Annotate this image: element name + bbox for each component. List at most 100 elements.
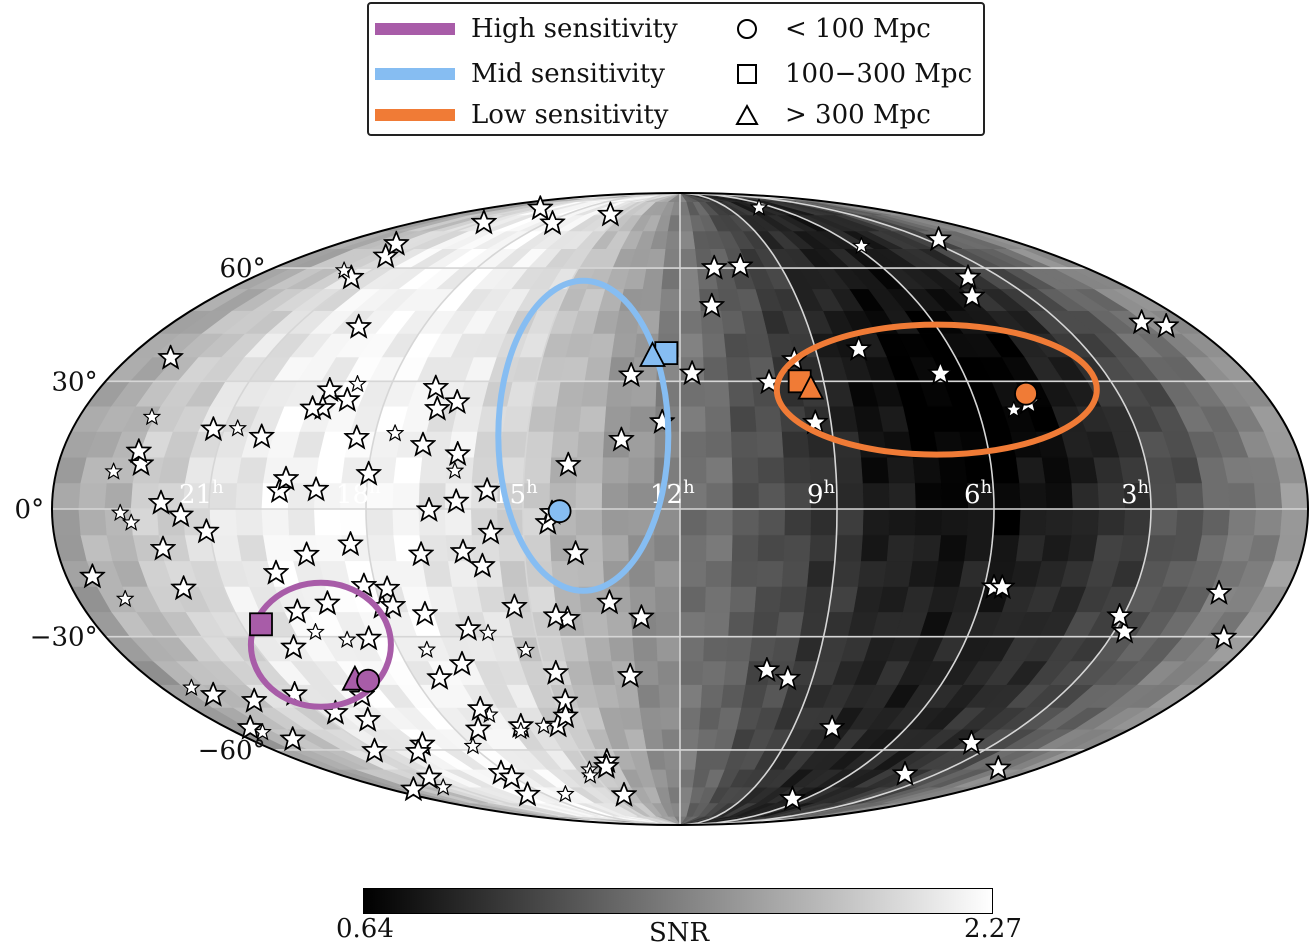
heatmap-cell xyxy=(679,431,707,458)
sensitivity-region-ellipse xyxy=(773,321,1100,458)
heatmap-cell xyxy=(937,456,968,484)
heatmap-cell xyxy=(992,482,1021,510)
heatmap-cell xyxy=(725,636,753,662)
heatmap-cell xyxy=(601,482,629,510)
source-circle-marker xyxy=(547,499,572,524)
heatmap-cell xyxy=(662,749,681,770)
heatmap-cell xyxy=(727,611,755,638)
heatmap-cell xyxy=(937,534,968,562)
heatmap-cell xyxy=(705,508,733,536)
heatmap-cell xyxy=(391,508,420,536)
heatmap-cell xyxy=(653,534,681,562)
heatmap-cell xyxy=(831,560,862,587)
heatmap-cell xyxy=(392,456,423,484)
heatmap-cell xyxy=(576,560,605,587)
triangle-marker-icon xyxy=(729,100,765,130)
heatmap-cell xyxy=(654,586,681,613)
heatmap-cell xyxy=(704,586,732,613)
source-triangle-marker xyxy=(797,373,825,400)
heatmap-cell xyxy=(366,534,397,562)
heatmap-cell xyxy=(418,456,449,484)
legend-swatch-low xyxy=(375,109,455,121)
heatmap-cell xyxy=(1092,456,1124,484)
heatmap-cell xyxy=(778,586,808,613)
heatmap-cell xyxy=(1170,456,1202,484)
heatmap-cell xyxy=(1149,508,1178,536)
heatmap-cell xyxy=(911,534,942,562)
heatmap-cell xyxy=(857,560,887,587)
legend-swatch-mid xyxy=(375,68,455,80)
heatmap-cell xyxy=(657,684,681,708)
heatmap-cell xyxy=(834,456,863,484)
heatmap-cell xyxy=(753,586,782,613)
heatmap-cell xyxy=(234,508,264,536)
heatmap-cell xyxy=(1044,482,1073,510)
heatmap-cell xyxy=(1227,482,1257,510)
heatmap-cell xyxy=(834,534,863,562)
heatmap-cell xyxy=(498,560,529,587)
heatmap-cell xyxy=(771,636,801,662)
heatmap-cell xyxy=(703,611,730,638)
heatmap-cell xyxy=(803,586,833,613)
heatmap-cell xyxy=(679,684,703,708)
heatmap-cell xyxy=(725,356,753,382)
heatmap-cell xyxy=(989,534,1020,562)
heatmap-cell xyxy=(755,560,784,587)
heatmap-cell xyxy=(1149,482,1178,510)
heatmap-cell xyxy=(498,431,529,458)
heatmap-cell xyxy=(700,684,724,708)
heatmap-cell xyxy=(966,508,995,536)
heatmap-cell xyxy=(395,560,427,587)
heatmap-cell xyxy=(679,636,705,662)
heatmap-cell xyxy=(580,611,609,638)
heatmap-cell xyxy=(730,560,758,587)
heatmap-cell xyxy=(679,534,707,562)
source-markers xyxy=(249,341,1038,693)
heatmap-cell xyxy=(828,586,858,613)
heatmap-cell xyxy=(862,482,890,510)
heatmap-cell xyxy=(679,288,701,311)
heatmap-cell xyxy=(1018,482,1047,510)
legend-swatch-high xyxy=(375,23,455,35)
heatmap-cell xyxy=(610,333,637,358)
heatmap-cell xyxy=(1170,534,1202,562)
heatmap-cell xyxy=(933,560,965,587)
heatmap-cell xyxy=(782,534,811,562)
heatmap-cell xyxy=(576,431,605,458)
heatmap-cell xyxy=(753,405,782,432)
heatmap-cell xyxy=(653,560,681,587)
heatmap-cell xyxy=(638,707,662,730)
heatmap-cell xyxy=(731,482,759,510)
ra-gridline xyxy=(684,193,995,825)
heatmap-cell xyxy=(314,534,345,562)
heatmap-cell xyxy=(444,508,472,536)
heatmap-cell xyxy=(1201,482,1230,510)
heatmap-cell xyxy=(1044,508,1073,536)
heatmap-cell xyxy=(696,728,718,751)
heatmap-cell xyxy=(574,508,603,536)
source-circle-marker xyxy=(1014,381,1038,406)
legend-item-far: > 300 Mpc xyxy=(729,100,931,130)
heatmap-cell xyxy=(52,482,81,510)
ra-gridline xyxy=(522,193,678,825)
heatmap-cell xyxy=(907,560,939,587)
sensitivity-regions xyxy=(247,277,1100,710)
heatmap-cell xyxy=(1015,456,1046,484)
heatmap-cell xyxy=(631,636,658,662)
heatmap-cell xyxy=(679,248,698,269)
heatmap-cell xyxy=(729,405,757,432)
heatmap-cell xyxy=(852,586,884,613)
heatmap-cell xyxy=(698,707,722,730)
heatmap-cell xyxy=(1092,534,1124,562)
legend-item-high: High sensitivity xyxy=(375,14,678,44)
heatmap-cell xyxy=(287,508,316,536)
heatmap-cell xyxy=(1175,508,1204,536)
legend-label-high: High sensitivity xyxy=(471,14,678,44)
heatmap-cell xyxy=(852,405,884,432)
heatmap-cell xyxy=(234,482,264,510)
heatmap-cell xyxy=(888,482,916,510)
heatmap-cell xyxy=(808,534,837,562)
heatmap-cell xyxy=(748,636,777,662)
heatmap-cell xyxy=(775,611,805,638)
